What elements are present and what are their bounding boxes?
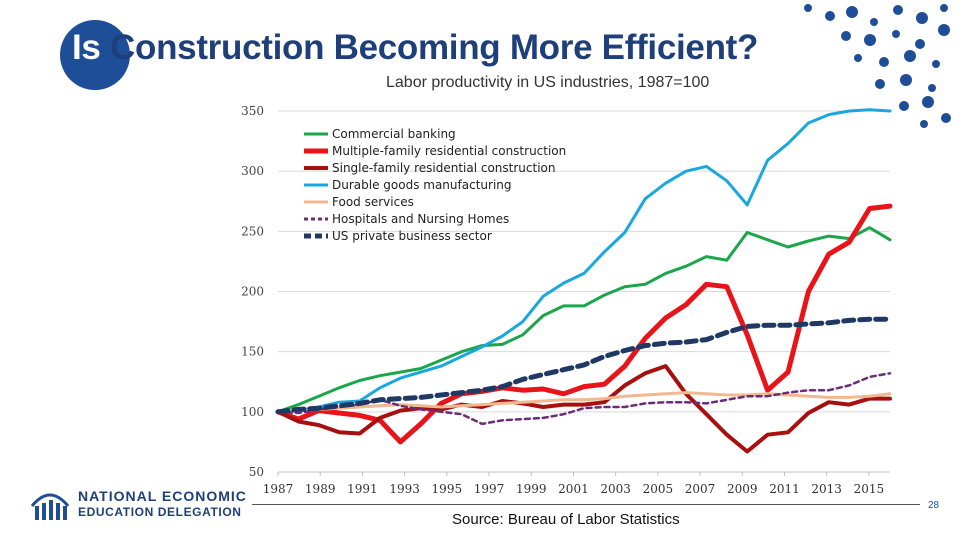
decorative-dot <box>916 12 928 24</box>
decorative-dot <box>904 50 916 62</box>
page-title: Is Construction Becoming More Efficient? <box>72 28 758 68</box>
title-rest: Construction Becoming More Efficient? <box>100 28 759 67</box>
decorative-dot <box>892 30 900 38</box>
y-tick-label: 100 <box>241 405 264 419</box>
x-tick-label: 1991 <box>347 482 378 496</box>
x-tick-label: 2009 <box>727 482 758 496</box>
decorative-dot <box>922 96 934 108</box>
decorative-dot <box>928 84 936 92</box>
chart-subtitle: Labor productivity in US industries, 198… <box>386 74 710 91</box>
y-tick-label: 300 <box>241 164 264 178</box>
logo-icon <box>30 493 70 520</box>
series-line-4 <box>276 391 892 414</box>
x-tick-label: 1987 <box>263 482 294 496</box>
legend-label: US private business sector <box>332 229 492 243</box>
legend-label: Durable goods manufacturing <box>332 178 512 192</box>
series-line-3 <box>276 108 892 414</box>
y-tick-label: 350 <box>241 104 264 118</box>
decorative-dot <box>854 54 862 62</box>
decorative-dot <box>941 113 951 123</box>
logo-line-1: NATIONAL ECONOMIC <box>78 488 247 504</box>
decorative-dot <box>915 39 925 49</box>
y-tick-label: 250 <box>241 224 264 238</box>
legend-label: Hospitals and Nursing Homes <box>332 212 509 226</box>
x-tick-label: 1995 <box>432 482 463 496</box>
x-tick-label: 2007 <box>685 482 716 496</box>
legend-label: Food services <box>332 195 414 209</box>
x-tick-label: 2001 <box>558 482 589 496</box>
series-line-2 <box>276 364 892 454</box>
logo-line-2: EDUCATION DELEGATION <box>78 505 242 519</box>
series-line-0 <box>276 226 892 414</box>
x-tick-label: 2015 <box>854 482 885 496</box>
decorative-dot <box>940 4 948 12</box>
y-tick-label: 150 <box>241 345 264 359</box>
decorative-dot <box>825 11 835 21</box>
logo: NATIONAL ECONOMIC EDUCATION DELEGATION <box>28 486 248 526</box>
title-first-word: Is <box>72 28 101 67</box>
source-note: Source: Bureau of Labor Statistics <box>452 511 680 528</box>
decorative-dot <box>841 31 851 41</box>
decorative-dot <box>875 79 885 89</box>
decorative-dot <box>804 4 812 12</box>
series-line-6 <box>275 316 893 415</box>
decorative-dot <box>846 6 858 18</box>
decorative-dot <box>899 101 909 111</box>
page-number: 28 <box>928 500 940 511</box>
decorative-dot <box>870 18 878 26</box>
decorative-dot <box>932 60 940 68</box>
decorative-dot <box>879 57 889 67</box>
x-tick-label: 1993 <box>389 482 420 496</box>
legend-label: Single-family residential construction <box>332 161 555 175</box>
x-tick-label: 2013 <box>811 482 842 496</box>
y-tick-label: 200 <box>241 285 264 299</box>
y-tick-label: 50 <box>249 465 264 479</box>
decorative-dot <box>900 74 912 86</box>
x-tick-label: 2011 <box>769 482 800 496</box>
x-tick-label: 1989 <box>305 482 336 496</box>
decorative-dot <box>938 24 950 36</box>
title-circle-accent <box>60 20 130 90</box>
decorative-dot <box>864 34 876 46</box>
legend-label: Commercial banking <box>332 127 456 141</box>
legend-label: Multiple-family residential construction <box>332 144 566 158</box>
x-tick-label: 1999 <box>516 482 547 496</box>
x-tick-label: 1997 <box>474 482 505 496</box>
x-tick-label: 2005 <box>643 482 674 496</box>
decorative-dot <box>920 120 928 128</box>
x-tick-label: 2003 <box>600 482 631 496</box>
decorative-dot <box>893 5 903 15</box>
footer-divider <box>252 504 920 505</box>
